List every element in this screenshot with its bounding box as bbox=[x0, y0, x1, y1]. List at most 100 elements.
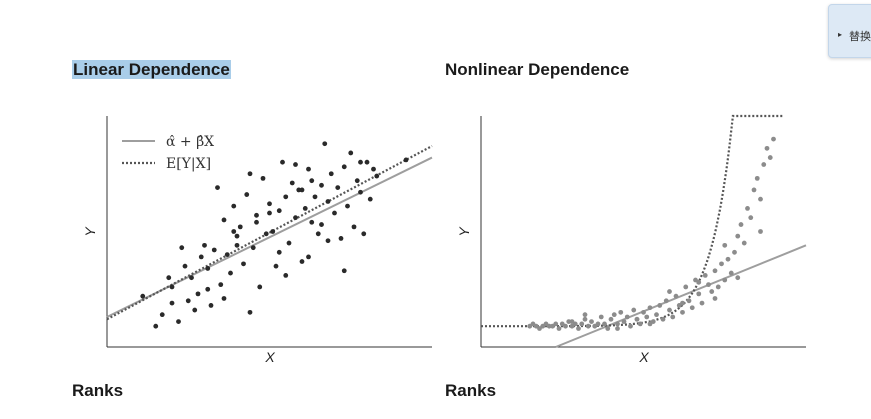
linear-data-point bbox=[315, 231, 321, 237]
linear-data-point bbox=[325, 199, 331, 204]
linear-data-point bbox=[234, 233, 240, 239]
linear-fit-line bbox=[106, 156, 433, 318]
linear-data-point bbox=[293, 215, 298, 221]
nonlinear-data-point bbox=[728, 270, 734, 276]
nonlinear-data-point bbox=[680, 300, 685, 306]
nonlinear-data-point bbox=[702, 272, 708, 278]
nonlinear-data-point bbox=[644, 314, 650, 320]
nonlinear-data-point bbox=[624, 314, 630, 320]
legend-fit-label: α̂ + β̂X bbox=[166, 134, 214, 150]
nonlinear-data-point bbox=[670, 314, 676, 320]
linear-data-point bbox=[299, 187, 305, 193]
linear-data-point bbox=[241, 261, 246, 267]
nonlinear-data-point bbox=[667, 307, 672, 313]
linear-data-point bbox=[247, 171, 253, 177]
linear-data-point bbox=[302, 206, 308, 211]
nonlinear-data-point bbox=[754, 175, 760, 181]
nonlinear-chart: X Y bbox=[456, 114, 807, 365]
linear-data-point bbox=[374, 173, 380, 179]
linear-data-point bbox=[205, 286, 211, 292]
nonlinear-data-point bbox=[725, 256, 731, 262]
linear-data-point bbox=[185, 298, 191, 304]
nonlinear-data-point bbox=[605, 326, 611, 331]
nonlinear-data-point bbox=[764, 145, 770, 151]
linear-data-point bbox=[293, 162, 298, 167]
nonlinear-data-point bbox=[741, 240, 747, 246]
nonlinear-data-point bbox=[709, 289, 715, 294]
nonlinear-data-point bbox=[732, 249, 737, 255]
linear-expectation-line bbox=[106, 145, 433, 321]
side-panel-tab[interactable]: ▸ 替换 bbox=[828, 4, 871, 58]
linear-data-point bbox=[254, 212, 259, 218]
nonlinear-data-point bbox=[722, 242, 728, 248]
nonlinear-data-point bbox=[660, 316, 666, 322]
nonlinear-data-point bbox=[647, 321, 653, 327]
linear-data-point bbox=[260, 175, 266, 181]
nonlinear-data-point bbox=[735, 233, 741, 239]
linear-data-point bbox=[289, 180, 295, 186]
nonlinear-data-point bbox=[699, 300, 705, 306]
linear-data-point bbox=[283, 272, 289, 278]
nonlinear-data-point bbox=[582, 316, 588, 322]
nonlinear-data-point bbox=[706, 282, 711, 288]
nonlinear-data-point bbox=[621, 319, 627, 324]
linear-data-point bbox=[159, 312, 165, 318]
nonlinear-data-point bbox=[595, 321, 601, 327]
linear-data-point bbox=[273, 263, 279, 269]
linear-data-point bbox=[250, 245, 256, 251]
linear-data-point bbox=[263, 231, 269, 237]
linear-data-point bbox=[198, 254, 204, 260]
linear-data-point bbox=[309, 178, 315, 184]
nonlinear-data-point bbox=[719, 261, 724, 267]
nonlinear-expectation-curve bbox=[481, 114, 784, 328]
nonlinear-fit-line bbox=[555, 244, 807, 348]
linear-data-point bbox=[299, 259, 305, 264]
nonlinear-data-point bbox=[758, 229, 763, 234]
linear-data-point bbox=[276, 208, 282, 214]
nonlinear-data-point bbox=[673, 293, 679, 299]
nonlinear-data-point bbox=[745, 206, 750, 211]
legend-expectation-label: E[Y|X] bbox=[166, 156, 211, 172]
linear-data-point bbox=[367, 196, 373, 202]
nonlinear-data-point bbox=[641, 309, 646, 315]
nonlinear-data-point bbox=[689, 305, 695, 311]
linear-data-point bbox=[338, 236, 344, 241]
nonlinear-data-point bbox=[667, 289, 672, 294]
nonlinear-data-point bbox=[758, 196, 763, 202]
nonlinear-data-point bbox=[602, 321, 607, 327]
linear-data-point bbox=[254, 219, 259, 225]
linear-data-point bbox=[221, 296, 227, 301]
linear-data-point bbox=[267, 210, 272, 216]
linear-chart: X Y α̂ + β̂X E[Y|X] bbox=[82, 116, 433, 365]
linear-chart-y-label: Y bbox=[82, 226, 98, 237]
side-panel-tab-label: 替换 bbox=[849, 31, 871, 43]
linear-chart-x-label: X bbox=[264, 349, 275, 365]
nonlinear-data-point bbox=[579, 321, 585, 327]
nonlinear-data-point bbox=[563, 323, 568, 329]
linear-data-point bbox=[247, 309, 253, 315]
linear-data-point bbox=[358, 159, 363, 165]
linear-data-point bbox=[195, 291, 201, 297]
heading-nonlinear-dependence: Nonlinear Dependence bbox=[445, 60, 630, 79]
linear-data-point bbox=[221, 217, 227, 223]
linear-data-point bbox=[176, 319, 181, 324]
nonlinear-data-point bbox=[618, 309, 624, 315]
nonlinear-data-point bbox=[634, 316, 640, 322]
linear-data-point bbox=[192, 307, 198, 313]
nonlinear-data-point bbox=[683, 284, 689, 290]
linear-data-point bbox=[237, 224, 243, 230]
nonlinear-data-point bbox=[735, 275, 741, 281]
linear-data-point bbox=[179, 245, 185, 251]
linear-data-point bbox=[234, 242, 240, 248]
nonlinear-data-point bbox=[680, 309, 685, 315]
linear-data-point bbox=[140, 293, 146, 299]
linear-data-point bbox=[328, 171, 334, 177]
nonlinear-data-point bbox=[585, 323, 591, 329]
linear-data-point bbox=[309, 219, 315, 225]
nonlinear-data-point bbox=[556, 326, 562, 331]
linear-data-point bbox=[322, 141, 328, 147]
nonlinear-data-point bbox=[748, 215, 754, 221]
nonlinear-data-point bbox=[631, 307, 637, 313]
linear-data-point bbox=[371, 166, 376, 172]
